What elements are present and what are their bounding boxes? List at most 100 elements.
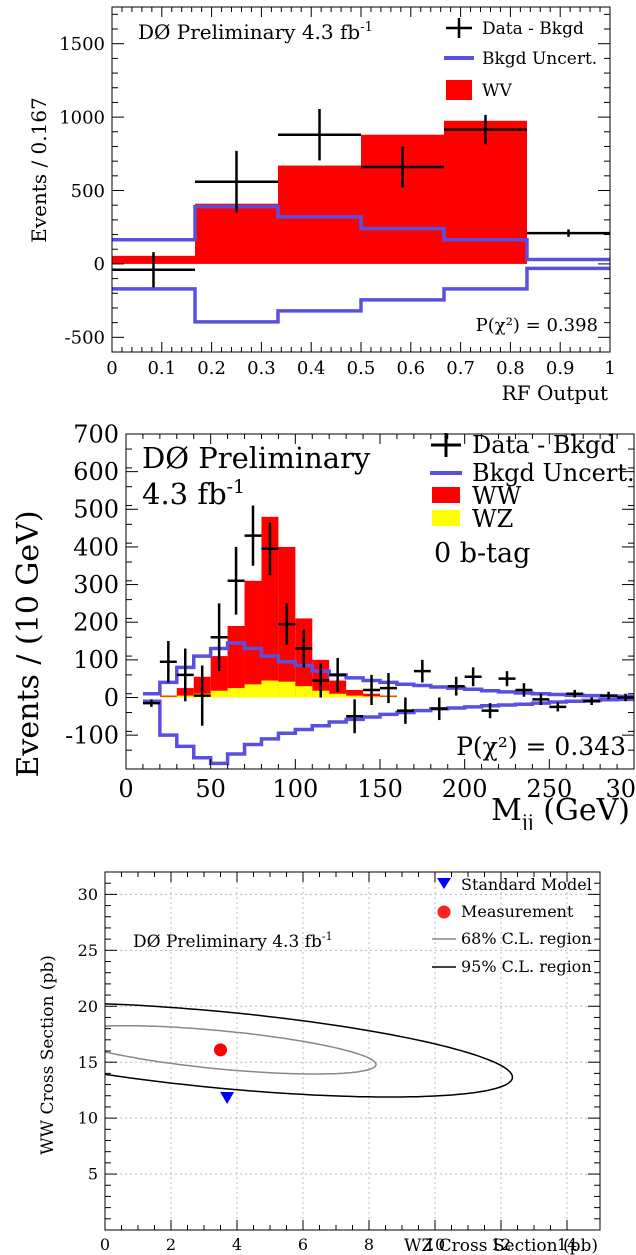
legend-measurement-marker [437, 905, 451, 919]
x-tick-label: 6 [298, 1235, 308, 1254]
y-tick-label: 500 [73, 496, 119, 524]
legend-bkgd-uncert: Bkgd Uncert. [482, 49, 597, 69]
mjj-title-line1: DØ Preliminary [142, 441, 371, 475]
x-tick-label: 0 [100, 1235, 110, 1254]
wz-bar [295, 686, 313, 698]
wz-bar [244, 684, 262, 698]
legend-sm-marker [437, 878, 451, 889]
wz-bar [346, 695, 364, 698]
x-tick-label: 0.9 [546, 358, 575, 379]
y-tick-label: 25 [78, 941, 98, 960]
y-tick-label: 1500 [59, 34, 105, 55]
ww-bar [244, 580, 262, 698]
bkgd-uncert-upper-line [112, 204, 610, 262]
y-tick-label: 300 [73, 571, 119, 599]
x-tick-label: 0.1 [147, 358, 176, 379]
x-tick-label: 30 [605, 775, 636, 803]
legend-ww: WW [472, 482, 522, 510]
x-tick-label: 100 [272, 775, 318, 803]
x-tick-label: 0.2 [197, 358, 226, 379]
x-tick-label: 0.3 [247, 358, 276, 379]
legend-wz: WZ [472, 505, 513, 533]
legend-68cl: 68% C.L. region [461, 929, 592, 948]
x-tick-label: 0.5 [347, 358, 376, 379]
wz-bar [227, 688, 245, 698]
y-tick-label: 15 [78, 1053, 98, 1072]
y-tick-label: 400 [73, 533, 119, 561]
wz-bar [329, 693, 347, 698]
x-tick-label: 0 [118, 775, 133, 803]
wz-bar [261, 680, 279, 698]
bkgd-uncert-lower-line [142, 697, 634, 766]
x-tick-label: 0.4 [297, 358, 326, 379]
y-tick-label: 5 [88, 1165, 98, 1184]
y-tick-label: -100 [65, 722, 119, 750]
legend-measurement: Measurement [461, 902, 574, 921]
mjj-btag-label: 0 b-tag [434, 538, 530, 569]
x-tick-label: 0.6 [396, 358, 425, 379]
rf-output-title: DØ Preliminary 4.3 fb-1 [138, 20, 373, 44]
legend-standard-model: Standard Model [461, 875, 592, 894]
mjj-xlabel: Mjj (GeV) [491, 793, 630, 830]
y-tick-label: 1000 [59, 107, 105, 128]
standard-model-marker [220, 1091, 235, 1104]
mjj-axes: 0 50 100 150 200 250 30 -100 0 100 200 300 400 500 600… [65, 420, 636, 803]
mjj-chart: 0 50 100 150 200 250 30 -100 0 100 200 300 400 500 600… [11, 420, 636, 830]
wv-bar [277, 165, 361, 264]
ww-bar [210, 656, 228, 698]
x-tick-label: 1 [604, 358, 615, 379]
rf-output-chart: 0 0.1 0.2 0.3 0.4 0.5 0.6 0.7 0.8 0.9 1-5000500100… [27, 6, 616, 405]
y-tick-label: 200 [73, 609, 119, 637]
mjj-legend: Data - Bkgd Bkgd Uncert. WW WZ [430, 431, 635, 533]
x-tick-label: 4 [232, 1235, 242, 1254]
cross-section-frame [104, 871, 601, 1231]
contour-95cl [105, 1003, 514, 1098]
y-tick-label: 20 [78, 997, 98, 1016]
rf-output-annotation: P(χ²) = 0.398 [476, 315, 598, 336]
rf-output-axes: 0 0.1 0.2 0.3 0.4 0.5 0.6 0.7 0.8 0.9 1-5000500100… [59, 7, 616, 379]
bkgd-uncert-lower-line [112, 266, 610, 324]
rf-output-ylabel: Events / 0.167 [27, 97, 51, 243]
mjj-ylabel: Events / (10 GeV) [11, 510, 46, 777]
x-tick-label: 0.7 [446, 358, 475, 379]
cross-section-title: DØ Preliminary 4.3 fb-1 [133, 930, 333, 952]
y-tick-label: 0 [94, 254, 105, 275]
rf-output-plot-area [111, 109, 611, 324]
x-tick-label: 0.8 [496, 358, 525, 379]
wv-bar [195, 203, 278, 264]
y-tick-label: 700 [73, 420, 119, 448]
y-tick-label: 0 [104, 684, 119, 712]
x-tick-label: 250 [526, 775, 572, 803]
legend-wv: WV [482, 81, 512, 101]
x-tick-label: 10 [425, 1235, 445, 1254]
x-tick-label: 150 [357, 775, 403, 803]
wz-bar [210, 690, 228, 698]
x-tick-label: 12 [491, 1235, 511, 1254]
legend-data-bkgd: Data - Bkgd [472, 431, 616, 459]
y-tick-label: 100 [73, 646, 119, 674]
y-tick-label: 10 [78, 1109, 98, 1128]
ww-bar [227, 625, 245, 698]
cross-section-chart: 0 2 4 6 8 10 12 14 5 10 15 20 25 30 DØ Preliminary 4.… [38, 871, 601, 1255]
legend-bkgd-uncert: Bkgd Uncert. [472, 459, 635, 487]
y-tick-label: 600 [73, 458, 119, 486]
rf-output-legend: Data - Bkgd Bkgd Uncert. WV [444, 18, 597, 101]
wz-bar [159, 696, 177, 698]
y-tick-label: 500 [71, 181, 105, 202]
cross-section-plot-area [105, 1003, 514, 1104]
x-tick-label: 200 [442, 775, 488, 803]
cross-section-axes: 0 2 4 6 8 10 12 14 5 10 15 20 25 30 [78, 871, 600, 1254]
y-tick-label: 30 [78, 885, 98, 904]
x-tick-label: 14 [557, 1235, 577, 1254]
legend-data-bkgd: Data - Bkgd [482, 19, 584, 39]
mjj-title-line2: 4.3 fb-1 [142, 476, 245, 511]
x-tick-label: 50 [195, 775, 226, 803]
x-tick-label: 0 [106, 358, 117, 379]
ww-bar [159, 695, 177, 698]
contour-68cl [105, 1024, 377, 1075]
measurement-marker [214, 1043, 227, 1057]
legend-95cl: 95% C.L. region [461, 957, 592, 976]
x-tick-label: 2 [166, 1235, 176, 1254]
ww-bar [346, 689, 364, 698]
cross-section-legend: Standard Model Measurement 68% C.L. regi… [432, 875, 592, 976]
